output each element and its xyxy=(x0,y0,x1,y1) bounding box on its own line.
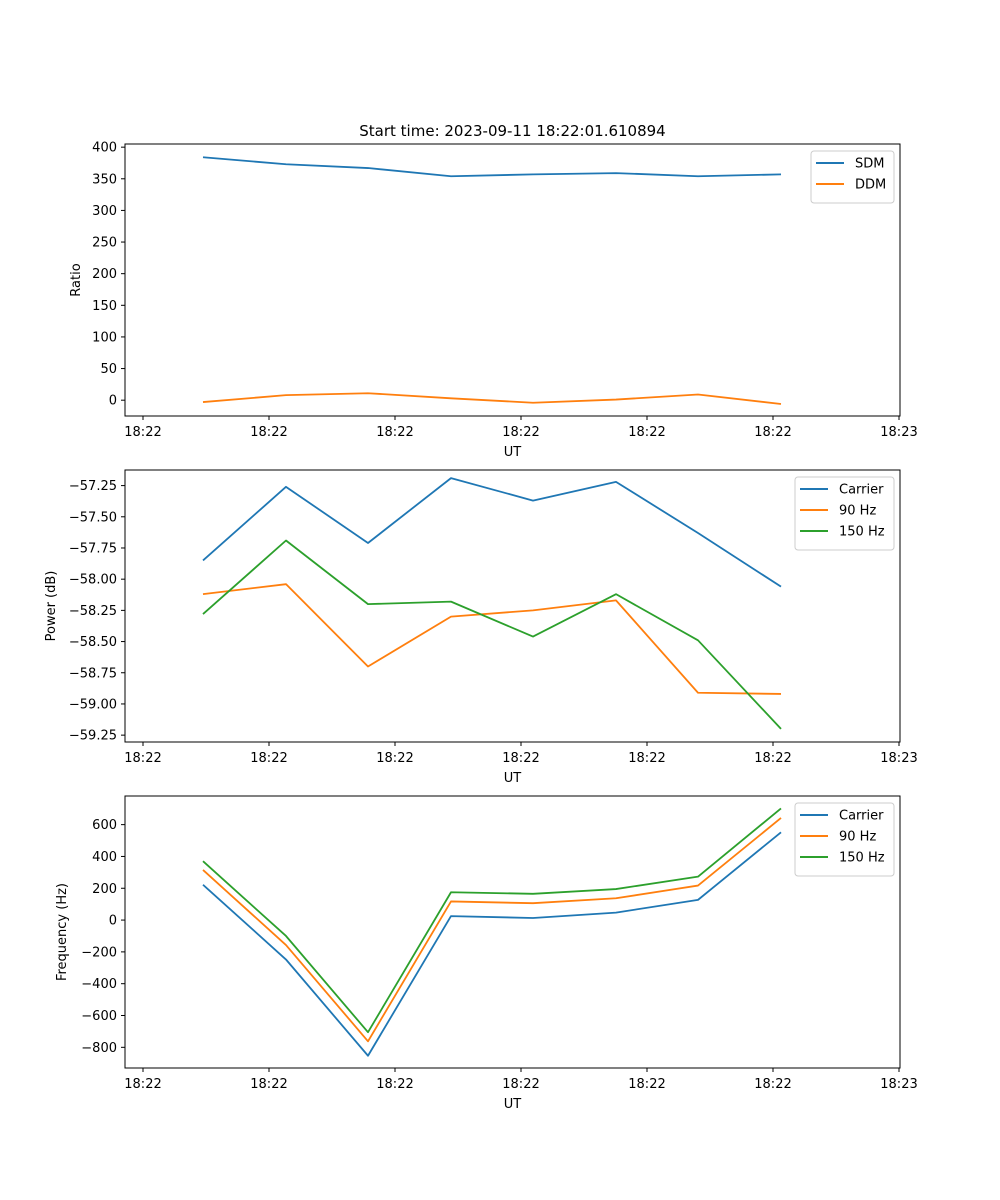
ratio-legend-label-ddm: DDM xyxy=(855,178,886,193)
power-legend-label-90-hz: 90 Hz xyxy=(839,504,876,519)
power-x-tick-label: 18:22 xyxy=(628,751,665,766)
ratio-x-tick-label: 18:22 xyxy=(250,425,287,440)
ratio-series xyxy=(202,156,782,405)
power-series xyxy=(202,477,782,730)
frequency-legend-label-90-hz: 90 Hz xyxy=(839,830,876,845)
power-x-axis-label: UT xyxy=(504,771,522,786)
ratio-x-tick-label: 18:22 xyxy=(376,425,413,440)
power-y-tick-label: −58.50 xyxy=(69,635,117,650)
frequency-x-tick-label: 18:22 xyxy=(502,1077,539,1092)
frequency-axes-frame xyxy=(124,795,901,1069)
power-y-tick-label: −58.00 xyxy=(69,573,117,588)
ratio-series-line-ddm xyxy=(202,392,782,405)
power-series-line-90-hz xyxy=(202,583,782,695)
frequency-legend-label-150-hz: 150 Hz xyxy=(839,851,885,866)
power-legend-label-carrier: Carrier xyxy=(839,483,884,498)
frequency-x-tick-label: 18:22 xyxy=(754,1077,791,1092)
frequency-x-tick-label: 18:22 xyxy=(628,1077,665,1092)
frequency-x-tick-label: 18:22 xyxy=(124,1077,161,1092)
frequency-y-tick-label: 600 xyxy=(92,818,117,833)
ratio-y-tick-label: 400 xyxy=(92,141,117,156)
power-y-tick-label: −57.75 xyxy=(69,541,117,556)
frequency-x-ticks: 18:22 18:22 18:22 18:22 18:22 18:22 18:23 xyxy=(124,1068,918,1092)
ratio-y-ticks: 0 50 100 150 200 250 300 350 400 xyxy=(92,141,125,409)
ratio-y-tick-label: 200 xyxy=(92,267,117,282)
frequency-series-line-carrier xyxy=(202,831,782,1057)
frequency-y-tick-label: −600 xyxy=(81,1009,117,1024)
ratio-x-tick-label: 18:22 xyxy=(124,425,161,440)
ratio-x-axis-label: UT xyxy=(504,445,522,460)
ratio-y-tick-label: 0 xyxy=(109,394,117,409)
power-x-tick-label: 18:22 xyxy=(250,751,287,766)
frequency-y-tick-label: 400 xyxy=(92,850,117,865)
ratio-x-ticks: 18:22 18:22 18:22 18:22 18:22 18:22 18:23 xyxy=(124,416,918,440)
power-series-line-150-hz xyxy=(202,539,782,730)
frequency-series xyxy=(202,807,782,1057)
frequency-x-tick-label: 18:22 xyxy=(250,1077,287,1092)
frequency-y-tick-label: −400 xyxy=(81,977,117,992)
power-series-line-carrier xyxy=(202,477,782,588)
frequency-y-tick-label: 200 xyxy=(92,882,117,897)
ratio-legend: SDM DDM xyxy=(810,150,895,204)
power-x-ticks: 18:22 18:22 18:22 18:22 18:22 18:22 18:23 xyxy=(124,742,918,766)
frequency-y-ticks: 600 400 200 0 −200 −400 −600 −800 xyxy=(81,818,125,1056)
power-legend: Carrier 90 Hz 150 Hz xyxy=(794,476,895,551)
chart-title: Start time: 2023-09-11 18:22:01.610894 xyxy=(359,122,665,140)
ratio-x-tick-label: 18:22 xyxy=(502,425,539,440)
frequency-x-tick-label: 18:23 xyxy=(880,1077,917,1092)
power-axes-frame xyxy=(124,469,901,743)
frequency-series-line-90-hz xyxy=(202,817,782,1043)
power-legend-label-150-hz: 150 Hz xyxy=(839,525,885,540)
frequency-x-tick-label: 18:22 xyxy=(376,1077,413,1092)
power-x-tick-label: 18:23 xyxy=(880,751,917,766)
frequency-legend-label-carrier: Carrier xyxy=(839,809,884,824)
power-x-tick-label: 18:22 xyxy=(502,751,539,766)
ratio-y-tick-label: 100 xyxy=(92,330,117,345)
ratio-series-line-sdm xyxy=(202,156,782,178)
ratio-y-tick-label: 300 xyxy=(92,204,117,219)
ratio-x-tick-label: 18:22 xyxy=(628,425,665,440)
frequency-y-tick-label: −800 xyxy=(81,1041,117,1056)
power-x-tick-label: 18:22 xyxy=(754,751,791,766)
power-y-tick-label: −58.75 xyxy=(69,666,117,681)
ratio-axes-frame xyxy=(124,143,901,417)
ratio-y-tick-label: 50 xyxy=(100,362,117,377)
frequency-y-tick-label: −200 xyxy=(81,945,117,960)
power-x-tick-label: 18:22 xyxy=(124,751,161,766)
frequency-x-axis-label: UT xyxy=(504,1097,522,1112)
power-y-tick-label: −57.50 xyxy=(69,510,117,525)
frequency-series-line-150-hz xyxy=(202,807,782,1034)
ratio-x-tick-label: 18:22 xyxy=(754,425,791,440)
power-panel: −57.25 −57.50 −57.75 −58.00 −58.25 −58.50 −58.… xyxy=(44,469,918,786)
ratio-legend-label-sdm: SDM xyxy=(855,157,884,172)
power-y-tick-label: −59.00 xyxy=(69,697,117,712)
power-y-tick-label: −58.25 xyxy=(69,604,117,619)
power-y-tick-label: −59.25 xyxy=(69,729,117,744)
ratio-y-tick-label: 250 xyxy=(92,236,117,251)
power-y-tick-label: −57.25 xyxy=(69,479,117,494)
frequency-y-axis-label: Frequency (Hz) xyxy=(55,883,70,981)
power-x-tick-label: 18:22 xyxy=(376,751,413,766)
ratio-y-tick-label: 350 xyxy=(92,172,117,187)
power-y-ticks: −57.25 −57.50 −57.75 −58.00 −58.25 −58.50 −58.… xyxy=(69,479,125,744)
ratio-x-tick-label: 18:23 xyxy=(880,425,917,440)
power-y-axis-label: Power (dB) xyxy=(44,571,59,642)
ratio-y-tick-label: 150 xyxy=(92,299,117,314)
frequency-legend: Carrier 90 Hz 150 Hz xyxy=(794,802,895,877)
frequency-y-tick-label: 0 xyxy=(109,914,117,929)
ratio-y-axis-label: Ratio xyxy=(69,263,84,296)
